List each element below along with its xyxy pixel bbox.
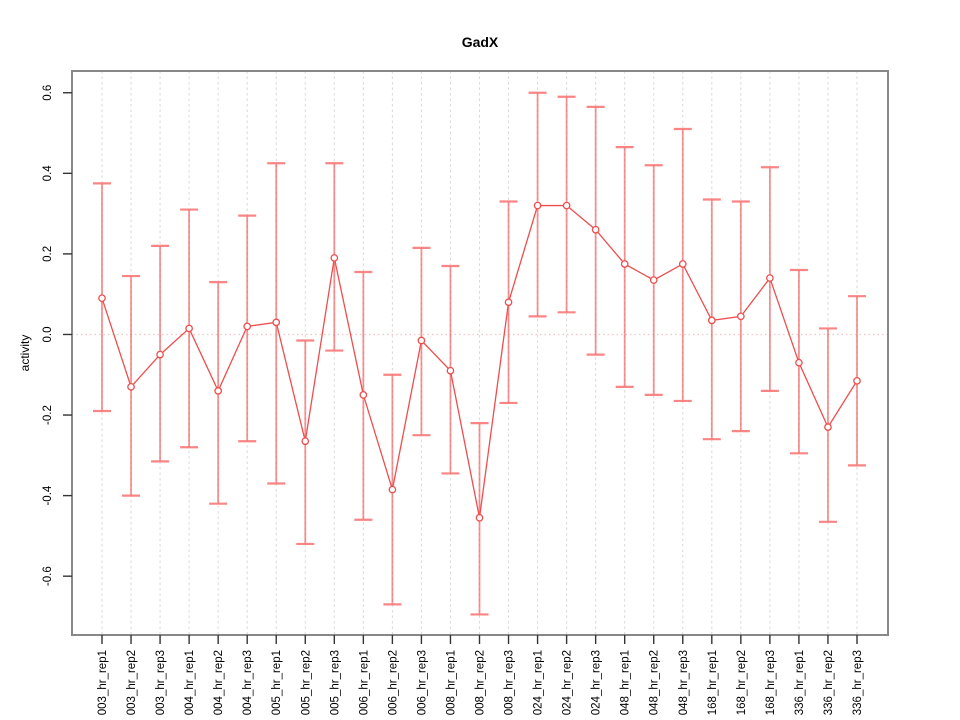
data-point-marker <box>504 298 513 307</box>
data-point-marker <box>562 201 571 210</box>
data-point-marker <box>243 322 252 331</box>
x-tick-label: 003_hr_rep1 <box>97 650 109 715</box>
x-tick-label: 048_hr_rep2 <box>649 650 661 715</box>
x-tick-label: 006_hr_rep1 <box>358 650 370 715</box>
x-tick-label: 004_hr_rep2 <box>213 650 225 715</box>
x-tick-label: 024_hr_rep3 <box>591 650 603 715</box>
data-point-marker <box>766 274 774 282</box>
data-point-marker <box>272 318 281 327</box>
x-tick-label: 006_hr_rep2 <box>387 650 399 715</box>
x-tick-label: 168_hr_rep2 <box>736 650 748 715</box>
x-tick-label: 048_hr_rep3 <box>678 650 690 715</box>
y-tick-label: -0.2 <box>42 405 54 425</box>
data-point-marker <box>301 437 310 446</box>
data-point-marker <box>359 391 368 399</box>
x-tick-label: 048_hr_rep1 <box>620 650 632 715</box>
data-point-marker <box>185 324 193 333</box>
data-point-marker <box>98 294 106 303</box>
x-tick-label: 024_hr_rep2 <box>562 650 574 715</box>
x-tick-label: 024_hr_rep1 <box>533 650 545 715</box>
x-tick-label: 004_hr_rep3 <box>242 650 254 715</box>
data-point-marker <box>475 513 484 522</box>
data-point-marker <box>446 366 455 375</box>
data-point-marker <box>795 358 803 367</box>
data-point-marker <box>736 312 745 321</box>
data-point-marker <box>417 336 426 345</box>
x-tick-label: 005_hr_rep2 <box>300 650 312 715</box>
data-point-marker <box>824 423 832 431</box>
chart-title: GadX <box>462 34 499 50</box>
y-axis-label: activity <box>18 335 32 372</box>
data-point-marker <box>330 254 339 262</box>
data-point-marker <box>649 276 658 284</box>
x-tick-label: 008_hr_rep2 <box>475 650 487 715</box>
axis-labels-group: 003_hr_rep1 003_hr_rep2 003_hr_rep3 004_hr_… <box>42 85 864 715</box>
x-tick-label: 008_hr_rep3 <box>504 650 516 715</box>
y-tick-label: -0.6 <box>42 566 54 586</box>
data-point-marker <box>678 260 687 268</box>
x-tick-label: 004_hr_rep1 <box>184 650 196 715</box>
x-tick-label: 003_hr_rep3 <box>155 650 167 715</box>
y-tick-label: 0.6 <box>42 85 54 101</box>
x-tick-label: 336_hr_rep1 <box>794 650 806 715</box>
data-point-marker <box>533 201 542 210</box>
x-tick-label: 168_hr_rep1 <box>707 650 719 715</box>
axis-ticks-group <box>63 92 858 644</box>
data-point-marker <box>853 376 861 385</box>
y-tick-label: -0.4 <box>42 485 54 505</box>
y-tick-label: 0.2 <box>42 246 54 262</box>
x-tick-label: 005_hr_rep3 <box>329 650 341 715</box>
x-tick-label: 006_hr_rep3 <box>416 650 428 715</box>
data-points-group <box>98 201 861 522</box>
x-tick-label: 168_hr_rep3 <box>765 650 777 715</box>
data-point-marker <box>591 225 600 234</box>
data-point-marker <box>214 387 223 395</box>
x-tick-label: 008_hr_rep1 <box>445 650 457 715</box>
data-point-marker <box>388 485 397 494</box>
x-tick-label: 336_hr_rep3 <box>852 650 864 715</box>
data-point-marker <box>707 316 716 325</box>
x-tick-label: 336_hr_rep2 <box>823 650 835 715</box>
y-tick-label: 0.0 <box>42 326 54 342</box>
data-point-marker <box>620 260 629 268</box>
data-point-marker <box>127 382 135 391</box>
data-point-marker <box>156 350 164 359</box>
x-tick-label: 003_hr_rep2 <box>126 650 138 715</box>
y-tick-label: 0.4 <box>42 165 54 182</box>
x-tick-label: 005_hr_rep1 <box>271 650 283 715</box>
